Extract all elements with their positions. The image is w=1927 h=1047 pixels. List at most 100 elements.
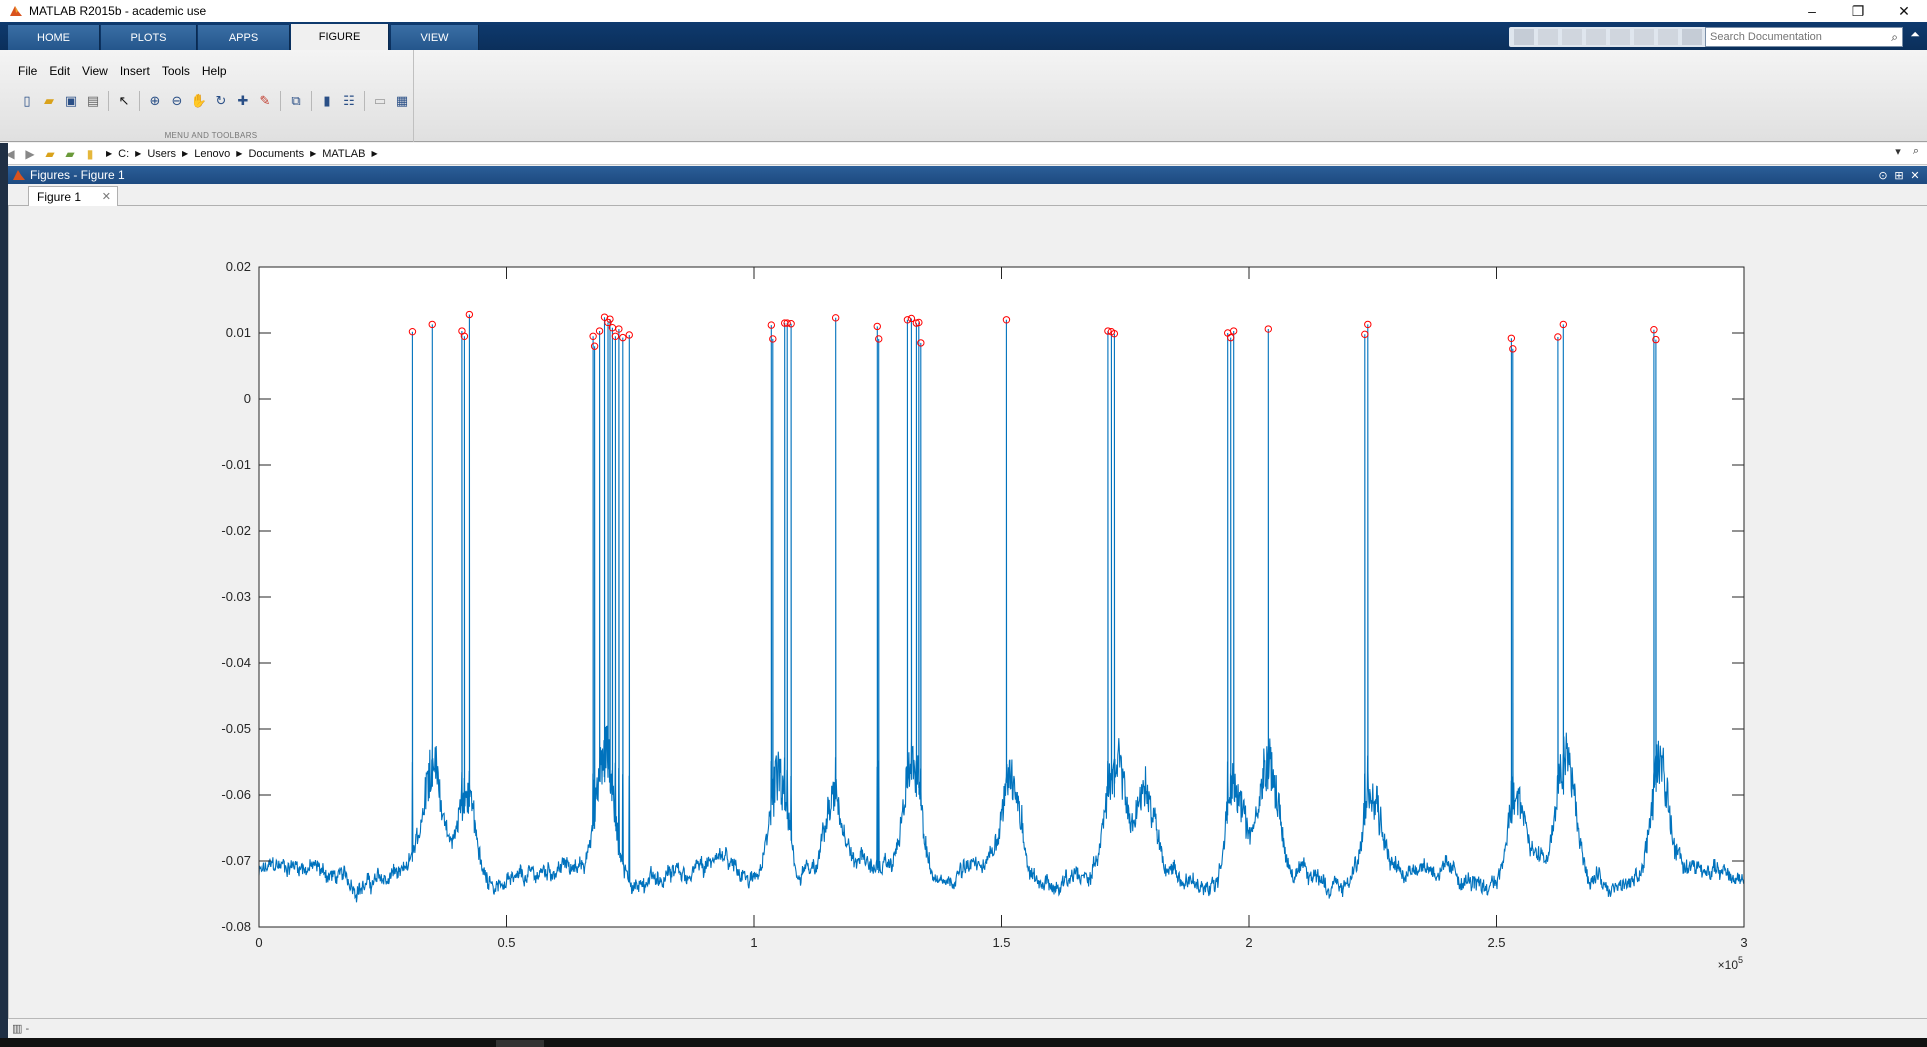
folder-icon: ▮ xyxy=(86,146,94,161)
peak-marker xyxy=(875,335,883,343)
zoom-out-icon[interactable]: ⊖ xyxy=(171,93,183,108)
path-segment[interactable]: Documents xyxy=(248,147,305,160)
peak-marker xyxy=(589,332,597,341)
path-dropdown-icon[interactable]: ▾ xyxy=(1895,146,1901,158)
new-figure-icon[interactable]: ▯ xyxy=(23,93,31,108)
matlab-logo-icon xyxy=(10,6,22,16)
search-icon[interactable]: ⌕ xyxy=(1891,30,1898,44)
minimize-button[interactable]: – xyxy=(1808,3,1816,19)
quick-access-toolbar xyxy=(1509,27,1727,47)
hide-plot-tools-icon[interactable]: ▭ xyxy=(373,93,387,108)
peak-marker xyxy=(783,319,791,327)
peak-marker xyxy=(606,315,614,323)
cut-icon[interactable] xyxy=(1562,29,1582,45)
close-tab-icon[interactable]: ✕ xyxy=(101,191,111,203)
x-tick-label: 2 xyxy=(1245,935,1252,950)
insert-colorbar-icon[interactable]: ▮ xyxy=(323,93,331,108)
tab-figure-1[interactable]: Figure 1 ✕ xyxy=(28,186,118,206)
peak-marker xyxy=(1364,320,1372,329)
data-cursor-icon[interactable]: ✚ xyxy=(237,93,249,108)
line-plot[interactable]: 0.02 0.01 0 -0.01 -0.02 -0.03 -0.04 -0.05 -0.06 -… xyxy=(9,206,1927,1018)
paste-icon[interactable] xyxy=(1610,29,1630,45)
back-icon[interactable]: ◀ xyxy=(5,146,15,161)
figure-window-icon xyxy=(13,170,25,180)
copy-icon[interactable] xyxy=(1586,29,1606,45)
search-input[interactable] xyxy=(1710,31,1875,43)
tab-plots[interactable]: PLOTS xyxy=(101,25,197,50)
y-tick-label: -0.03 xyxy=(221,589,251,604)
menu-edit[interactable]: Edit xyxy=(49,64,71,78)
peak-marker xyxy=(1361,330,1369,339)
rotate-3d-icon[interactable]: ↻ xyxy=(215,93,227,108)
y-tick-label: -0.06 xyxy=(221,787,251,802)
search-documentation[interactable]: ⌕ xyxy=(1705,27,1903,47)
y-tick-label: 0.01 xyxy=(226,325,251,340)
tab-view[interactable]: VIEW xyxy=(391,25,479,50)
peak-marker xyxy=(465,310,474,319)
panel-actions-icon[interactable]: ⊙ xyxy=(1878,169,1888,182)
title-bar: MATLAB R2015b - academic use – ❐ ✕ xyxy=(0,0,1927,22)
menu-insert[interactable]: Insert xyxy=(119,64,150,78)
zoom-in-icon[interactable]: ⊕ xyxy=(149,93,161,108)
x-tick-label: 1.5 xyxy=(992,935,1010,950)
peak-marker xyxy=(615,325,623,333)
peak-marker xyxy=(595,327,604,335)
menu-view[interactable]: View xyxy=(82,64,108,78)
peak-marker xyxy=(619,333,627,342)
switch-windows-icon[interactable] xyxy=(1682,29,1702,45)
browse-folder-icon[interactable]: ▰ xyxy=(65,146,75,161)
menu-tools[interactable]: Tools xyxy=(161,64,190,78)
path-search-icon[interactable]: ⌕ xyxy=(1912,145,1920,157)
undo-icon[interactable] xyxy=(1634,29,1654,45)
peak-marker xyxy=(767,321,776,329)
path-segment[interactable]: MATLAB xyxy=(322,147,366,160)
save-icon[interactable] xyxy=(1538,29,1558,45)
peak-marker xyxy=(625,331,633,339)
forward-icon[interactable]: ▶ xyxy=(25,146,35,161)
maximize-button[interactable]: ❐ xyxy=(1851,2,1865,19)
link-plot-icon[interactable]: ⧉ xyxy=(291,93,301,108)
peak-marker xyxy=(903,316,912,324)
tab-figure[interactable]: FIGURE xyxy=(291,24,389,50)
ribbon-body: File Edit View Insert Tools Help ▯ ▰ ▣ ▤… xyxy=(0,50,1927,142)
status-grip-icon: ▥ - xyxy=(12,1023,30,1035)
y-tick-label: -0.04 xyxy=(221,655,251,670)
panel-title-text: Figures - Figure 1 xyxy=(30,168,125,182)
peak-marker xyxy=(787,320,795,328)
show-plot-tools-icon[interactable]: ▦ xyxy=(395,93,409,108)
figure-canvas[interactable]: 0.02 0.01 0 -0.01 -0.02 -0.03 -0.04 -0.05 -0.06 -… xyxy=(8,206,1927,1018)
path-segment[interactable]: Users xyxy=(147,147,177,160)
collapse-ribbon-icon[interactable]: ⏶ xyxy=(1910,27,1920,41)
menu-bar: File Edit View Insert Tools Help xyxy=(18,64,239,78)
save-figure-icon[interactable]: ▣ xyxy=(64,93,78,108)
path-segment[interactable]: Lenovo xyxy=(194,147,231,160)
brush-icon[interactable]: ✎ xyxy=(259,93,271,108)
menu-help[interactable]: Help xyxy=(201,64,227,78)
peak-marker xyxy=(1229,327,1238,335)
peak-marker xyxy=(915,318,923,327)
taskbar-strip xyxy=(0,1038,1927,1047)
menu-file[interactable]: File xyxy=(18,64,38,78)
undock-icon[interactable]: ⊞ xyxy=(1894,169,1904,182)
peak-marker xyxy=(590,342,599,350)
layout-icon[interactable] xyxy=(1514,29,1534,45)
peak-marker xyxy=(1650,326,1658,334)
edit-plot-icon[interactable]: ↖ xyxy=(118,93,130,108)
tab-home[interactable]: HOME xyxy=(8,25,100,50)
print-figure-icon[interactable]: ▤ xyxy=(86,93,100,108)
panel-close-icon[interactable]: ✕ xyxy=(1910,169,1920,182)
tab-apps[interactable]: APPS xyxy=(198,25,290,50)
y-tick-label: -0.01 xyxy=(221,457,251,472)
close-button[interactable]: ✕ xyxy=(1898,2,1910,19)
open-file-icon[interactable]: ▰ xyxy=(44,93,54,108)
insert-legend-icon[interactable]: ☷ xyxy=(343,93,355,108)
up-folder-icon[interactable]: ▰ xyxy=(45,146,55,161)
x-exponent-label: ×10 xyxy=(1718,958,1739,972)
peak-marker xyxy=(1226,333,1235,342)
redo-icon[interactable] xyxy=(1658,29,1678,45)
peak-marker xyxy=(460,332,469,341)
pan-icon[interactable]: ✋ xyxy=(190,93,208,108)
peak-marker xyxy=(769,335,777,343)
path-segment[interactable]: C: xyxy=(118,147,130,160)
peak-marker xyxy=(1554,333,1562,341)
